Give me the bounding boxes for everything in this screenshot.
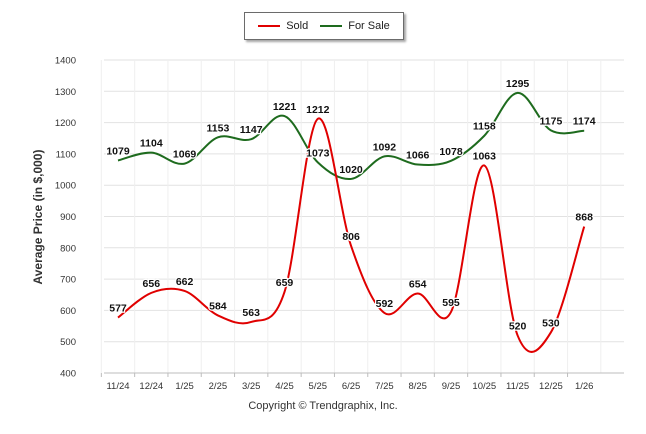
data-label-for-sale: 1153	[207, 122, 230, 134]
series-lines	[117, 91, 586, 353]
copyright-footer: Copyright © Trendgraphix, Inc.	[248, 400, 398, 412]
data-label-for-sale: 1092	[373, 141, 397, 153]
legend-label-sold: Sold	[286, 20, 309, 32]
y-tick-label: 900	[60, 212, 76, 223]
chart-legend: Sold For Sale	[244, 12, 404, 40]
legend-item-forsale[interactable]: For Sale	[320, 20, 390, 32]
data-label-sold: 654	[409, 278, 427, 290]
y-tick-label: 1200	[55, 118, 76, 129]
data-label-for-sale: 1079	[106, 145, 130, 157]
data-label-for-sale: 1147	[240, 124, 263, 136]
x-tick-label: 7/25	[375, 381, 394, 392]
x-tick-label: 11/25	[506, 381, 529, 392]
y-axis-title: Average Price (in $,000)	[31, 150, 45, 285]
data-label-for-sale: 1020	[339, 164, 363, 176]
data-label-for-sale: 1158	[473, 121, 496, 133]
x-tick-label: 12/24	[139, 381, 163, 392]
x-tick-label: 10/25	[472, 381, 496, 392]
data-label-sold: 662	[176, 276, 194, 288]
x-tick-label: 1/26	[575, 381, 594, 392]
data-label-for-sale: 1104	[140, 138, 163, 150]
data-label-for-sale: 1078	[439, 146, 463, 158]
x-tick-label: 12/25	[539, 381, 563, 392]
x-tick-label: 1/25	[175, 381, 194, 392]
grid-lines	[100, 59, 624, 374]
data-label-sold: 656	[143, 278, 161, 290]
x-tick-label: 11/24	[106, 381, 129, 392]
data-label-for-sale: 1175	[540, 115, 563, 127]
data-label-for-sale: 1174	[573, 116, 596, 128]
data-label-sold: 1212	[306, 104, 330, 116]
legend-label-forsale: For Sale	[348, 20, 390, 32]
data-label-for-sale: 1295	[506, 78, 530, 90]
y-tick-label: 1000	[55, 181, 76, 192]
x-tick-label: 4/25	[275, 381, 294, 392]
data-label-sold: 806	[342, 231, 360, 243]
x-tick-label: 5/25	[309, 381, 328, 392]
data-label-sold: 520	[509, 320, 527, 332]
y-tick-label: 600	[60, 306, 76, 317]
axes: 400 500 600 700 800 900 1000 1100 1200 1300 1400 11…	[55, 56, 624, 392]
data-label-sold: 584	[209, 300, 227, 312]
x-tick-label: 3/25	[242, 381, 261, 392]
data-label-sold: 659	[276, 277, 294, 289]
x-tick-label: 9/25	[442, 381, 461, 392]
legend-item-sold[interactable]: Sold	[258, 20, 308, 32]
data-label-for-sale: 1069	[173, 149, 197, 161]
x-tick-label: 8/25	[408, 381, 427, 392]
legend-swatch-forsale	[320, 25, 343, 27]
series-line-for-sale	[117, 91, 585, 180]
y-tick-label: 500	[60, 337, 76, 348]
y-tick-label: 400	[60, 369, 76, 380]
data-label-for-sale: 1073	[306, 147, 330, 159]
series-line-sold	[117, 117, 586, 353]
data-label-sold: 868	[575, 212, 593, 224]
x-tick-label: 6/25	[342, 381, 361, 392]
data-label-sold: 530	[542, 317, 560, 329]
legend-swatch-sold	[258, 25, 281, 27]
x-tick-label: 2/25	[209, 381, 228, 392]
line-chart: 400 500 600 700 800 900 1000 1100 1200 1300 1400 11…	[31, 56, 624, 392]
y-tick-label: 1100	[56, 149, 76, 160]
data-label-for-sale: 1066	[406, 150, 430, 162]
data-label-sold: 577	[109, 303, 127, 315]
y-tick-label: 1400	[55, 56, 76, 67]
y-tick-label: 1300	[55, 87, 76, 98]
data-label-sold: 595	[442, 297, 460, 309]
data-label-sold: 592	[376, 298, 394, 310]
data-label-for-sale: 1221	[273, 101, 297, 113]
y-tick-label: 700	[60, 275, 76, 286]
data-label-sold: 563	[242, 307, 260, 319]
data-labels: 577 656 662 584 563 659 1212 806 592 654 595 1063 52…	[105, 77, 597, 334]
data-label-sold: 1063	[473, 150, 497, 162]
y-tick-label: 800	[60, 243, 76, 254]
